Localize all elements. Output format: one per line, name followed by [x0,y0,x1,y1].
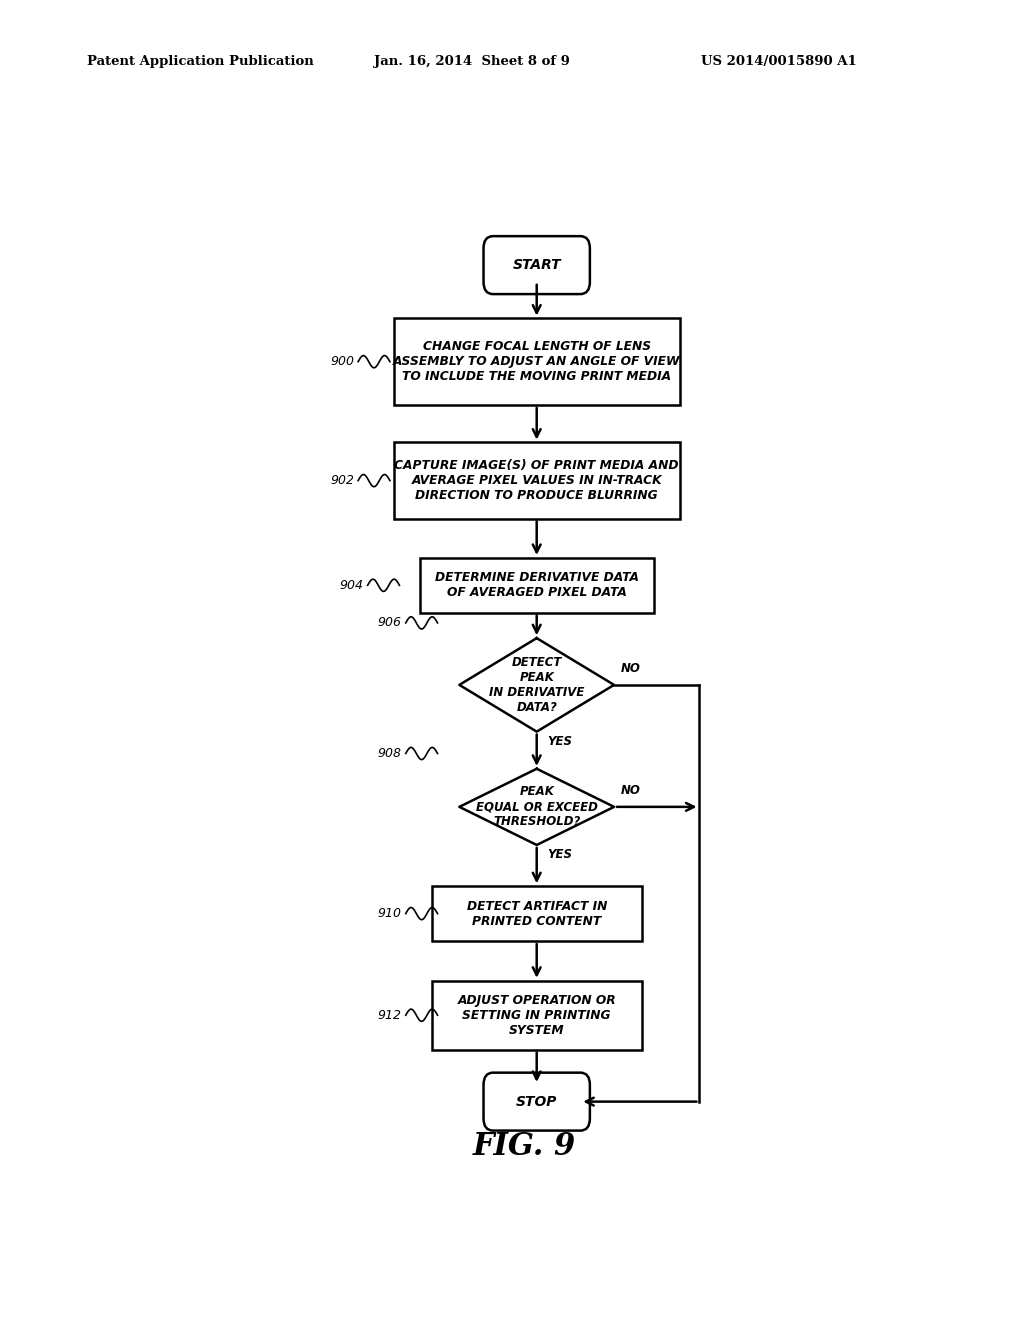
Text: DETERMINE DERIVATIVE DATA
OF AVERAGED PIXEL DATA: DETERMINE DERIVATIVE DATA OF AVERAGED PI… [435,572,639,599]
Text: 900: 900 [330,355,354,368]
Bar [420,558,653,612]
Text: PEAK
EQUAL OR EXCEED
THRESHOLD?: PEAK EQUAL OR EXCEED THRESHOLD? [476,785,598,829]
Text: 908: 908 [378,747,401,760]
FancyBboxPatch shape [483,236,590,294]
FancyBboxPatch shape [483,1073,590,1131]
Text: 910: 910 [378,907,401,920]
Text: STOP: STOP [516,1094,557,1109]
Text: CHANGE FOCAL LENGTH OF LENS
ASSEMBLY TO ADJUST AN ANGLE OF VIEW
TO INCLUDE THE M: CHANGE FOCAL LENGTH OF LENS ASSEMBLY TO … [393,341,681,383]
Bar [394,318,680,405]
Text: 912: 912 [378,1008,401,1022]
Text: Jan. 16, 2014  Sheet 8 of 9: Jan. 16, 2014 Sheet 8 of 9 [374,55,569,69]
Text: US 2014/0015890 A1: US 2014/0015890 A1 [701,55,857,69]
Bar [431,981,642,1049]
Text: 904: 904 [340,578,364,591]
Text: YES: YES [547,847,572,861]
Text: NO: NO [621,784,640,797]
Text: 902: 902 [330,474,354,487]
Text: START: START [512,259,561,272]
Text: FIG. 9: FIG. 9 [473,1131,577,1162]
Text: ADJUST OPERATION OR
SETTING IN PRINTING
SYSTEM: ADJUST OPERATION OR SETTING IN PRINTING … [458,994,616,1036]
Text: NO: NO [621,661,640,675]
Text: DETECT ARTIFACT IN
PRINTED CONTENT: DETECT ARTIFACT IN PRINTED CONTENT [467,900,607,928]
Text: 906: 906 [378,616,401,630]
Text: CAPTURE IMAGE(S) OF PRINT MEDIA AND
AVERAGE PIXEL VALUES IN IN-TRACK
DIRECTION T: CAPTURE IMAGE(S) OF PRINT MEDIA AND AVER… [394,459,679,502]
Text: DETECT
PEAK
IN DERIVATIVE
DATA?: DETECT PEAK IN DERIVATIVE DATA? [489,656,585,714]
Bar [431,886,642,941]
Text: YES: YES [547,735,572,747]
Text: Patent Application Publication: Patent Application Publication [87,55,313,69]
Bar [394,442,680,519]
Polygon shape [460,638,614,731]
Polygon shape [460,768,614,845]
